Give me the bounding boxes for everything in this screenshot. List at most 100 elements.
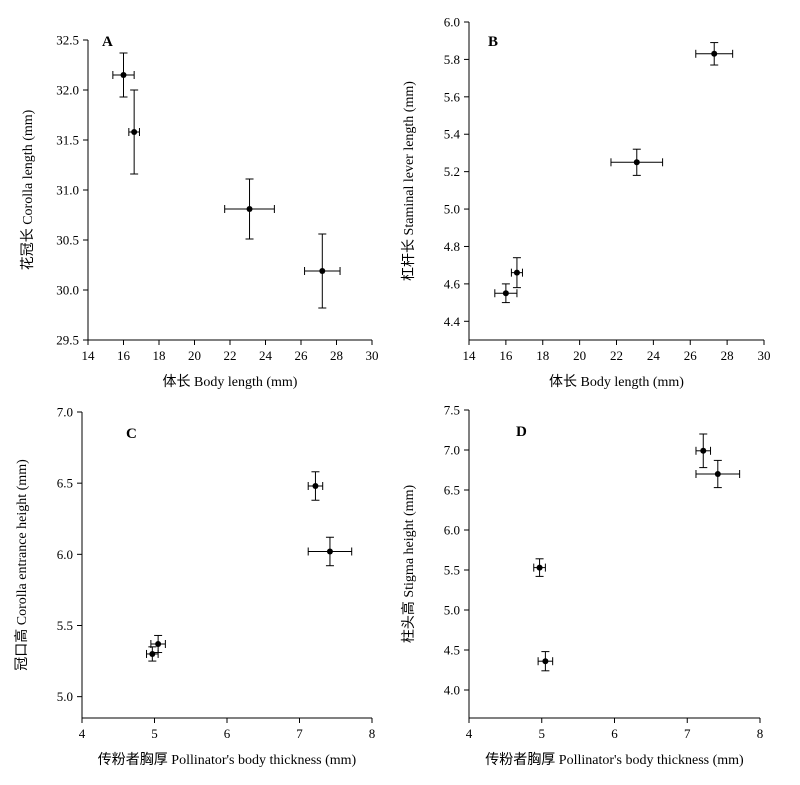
panel-a: 14 16 18 20 22 24 26 28 30 29.5 30.0 30.5 31.0 31.5 32… — [20, 33, 379, 391]
x-tick-label: 28 — [721, 348, 734, 363]
x-tick-label: 24 — [259, 348, 273, 363]
data-point-group — [128, 89, 140, 175]
x-tick-label: 4 — [466, 726, 473, 741]
data-point — [326, 548, 333, 555]
data-point-group — [304, 233, 341, 309]
y-tick-label: 5.5 — [57, 618, 73, 633]
y-tick-label: 4.4 — [444, 314, 461, 329]
y-tick-label: 32.0 — [56, 83, 79, 98]
y-tick-label: 5.5 — [444, 563, 460, 578]
data-point — [513, 269, 520, 276]
y-tick-label: 29.5 — [56, 333, 79, 348]
y-tick-label: 6.5 — [444, 483, 460, 498]
x-axis-label: 体长 Body length (mm) — [549, 374, 684, 390]
data-point-group — [533, 558, 546, 577]
data-point-group — [537, 651, 554, 672]
x-tick-label: 22 — [610, 348, 623, 363]
y-tick-label: 7.0 — [57, 405, 73, 420]
panel-label: C — [126, 426, 137, 442]
data-point — [711, 50, 718, 57]
y-tick-label: 6.5 — [57, 476, 73, 491]
x-tick-label: 8 — [757, 726, 764, 741]
x-axis-label: 传粉者胸厚 Pollinator's body thickness (mm) — [98, 752, 357, 768]
data-point — [536, 564, 543, 571]
x-tick-label: 6 — [224, 726, 231, 741]
y-tick-label: 5.0 — [444, 603, 460, 618]
y-tick-label: 5.2 — [444, 164, 460, 179]
panel-label: B — [488, 34, 498, 50]
y-tick-label: 4.6 — [444, 276, 461, 291]
panel-b: 14 16 18 20 22 24 26 28 30 4.4 4.6 4.8 5.0 5.2 5.4 5.6 5… — [401, 15, 771, 391]
x-tick-label: 8 — [369, 726, 376, 741]
y-tick-label: 5.0 — [57, 689, 73, 704]
data-point — [149, 650, 156, 657]
data-point-group — [695, 459, 741, 489]
data-point — [542, 658, 549, 665]
y-tick-label: 5.8 — [444, 52, 460, 67]
x-axis-label: 体长 Body length (mm) — [163, 374, 298, 390]
x-tick-label: 5 — [539, 726, 546, 741]
y-tick-label: 6.0 — [57, 547, 73, 562]
y-tick-label: 4.0 — [444, 683, 460, 698]
x-tick-label: 26 — [295, 348, 309, 363]
data-point — [319, 268, 326, 274]
panel-label: A — [102, 34, 113, 50]
data-point-group — [146, 646, 159, 662]
x-tick-label: 20 — [573, 348, 586, 363]
x-tick-label: 16 — [499, 348, 513, 363]
x-tick-label: 30 — [366, 348, 379, 363]
panel-c: 4 5 6 7 8 5.0 5.5 6.0 6.5 7.0 传粉者胸厚 Pollinator's b… — [13, 405, 375, 769]
data-point — [714, 471, 721, 477]
y-tick-label: 6.0 — [444, 15, 460, 30]
y-tick-label: 32.5 — [56, 33, 79, 48]
data-point — [502, 290, 509, 297]
x-tick-label: 22 — [224, 348, 237, 363]
x-tick-label: 18 — [153, 348, 166, 363]
x-tick-label: 16 — [117, 348, 131, 363]
data-point-group — [150, 634, 166, 654]
y-tick-label: 7.0 — [444, 443, 460, 458]
x-tick-label: 7 — [684, 726, 691, 741]
data-point — [700, 447, 707, 454]
x-axis-label: 传粉者胸厚 Pollinator's body thickness (mm) — [485, 752, 744, 768]
x-tick-label: 14 — [82, 348, 96, 363]
data-point — [155, 640, 162, 647]
data-point — [312, 483, 319, 490]
panel-d: 4 5 6 7 8 4.0 4.5 5.0 5.5 6.0 6.5 7.0 7.5 传粉者胸厚 Polli… — [400, 403, 763, 769]
data-point-group — [307, 536, 353, 567]
y-tick-label: 5.6 — [444, 89, 461, 104]
x-tick-label: 20 — [188, 348, 201, 363]
x-tick-label: 7 — [296, 726, 303, 741]
data-point-group — [112, 52, 135, 98]
x-tick-label: 6 — [611, 726, 618, 741]
y-tick-label: 7.5 — [444, 403, 460, 418]
x-tick-label: 4 — [79, 726, 86, 741]
data-point-group — [494, 283, 518, 304]
data-point — [131, 129, 138, 135]
x-tick-label: 14 — [463, 348, 477, 363]
data-point-group — [224, 178, 275, 240]
y-axis-label: 杠杆长 Staminal lever length (mm) — [401, 81, 417, 281]
x-tick-label: 18 — [536, 348, 549, 363]
data-point-group — [695, 433, 712, 469]
y-axis-label: 冠口高 Corolla entrance height (mm) — [13, 459, 30, 671]
y-tick-label: 4.8 — [444, 239, 460, 254]
y-tick-label: 6.0 — [444, 523, 460, 538]
y-tick-label: 31.0 — [56, 183, 79, 198]
y-tick-label: 31.5 — [56, 133, 79, 148]
x-tick-label: 26 — [684, 348, 698, 363]
x-tick-label: 30 — [758, 348, 771, 363]
x-tick-label: 24 — [647, 348, 661, 363]
y-axis-label: 花冠长 Corolla length (mm) — [20, 109, 36, 270]
panel-label: D — [516, 424, 527, 440]
data-point — [246, 206, 253, 212]
y-tick-label: 5.4 — [444, 127, 461, 142]
data-point — [633, 159, 640, 166]
data-point — [120, 72, 127, 78]
y-tick-label: 30.5 — [56, 233, 79, 248]
data-point-group — [307, 471, 324, 501]
y-tick-label: 30.0 — [56, 283, 79, 298]
y-tick-label: 4.5 — [444, 643, 460, 658]
y-tick-label: 5.0 — [444, 202, 460, 217]
